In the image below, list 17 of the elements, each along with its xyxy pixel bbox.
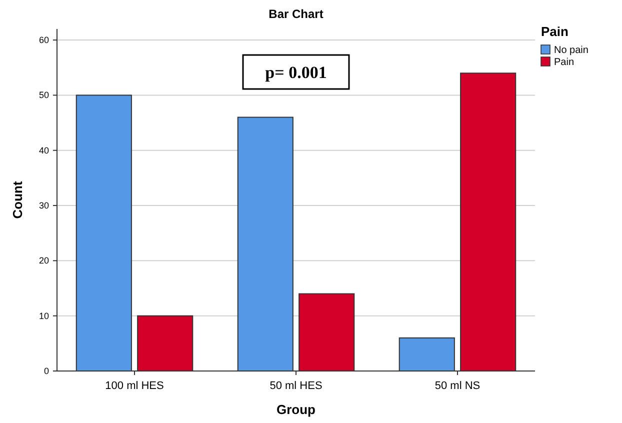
legend-title: Pain <box>541 24 569 39</box>
legend-label: Pain <box>554 57 574 68</box>
y-tick-label: 10 <box>38 310 49 321</box>
legend-label: No pain <box>554 45 588 56</box>
y-axis-title: Count <box>10 180 25 219</box>
x-axis-title: Group <box>276 402 316 417</box>
y-tick-label: 20 <box>38 256 49 266</box>
annotation: p= 0.001 <box>265 63 327 82</box>
x-tick-label: 100 ml HES <box>105 380 164 392</box>
chart-title: Bar Chart <box>268 7 324 21</box>
y-tick-label: 60 <box>38 35 49 46</box>
y-tick-label: 0 <box>44 366 49 376</box>
y-tick-label: 50 <box>38 90 49 100</box>
y-tick-label: 30 <box>38 200 49 211</box>
y-tick-label: 40 <box>38 145 49 156</box>
x-tick-label: 50 ml HES <box>270 380 322 392</box>
x-tick-label: 50 ml NS <box>434 380 480 392</box>
